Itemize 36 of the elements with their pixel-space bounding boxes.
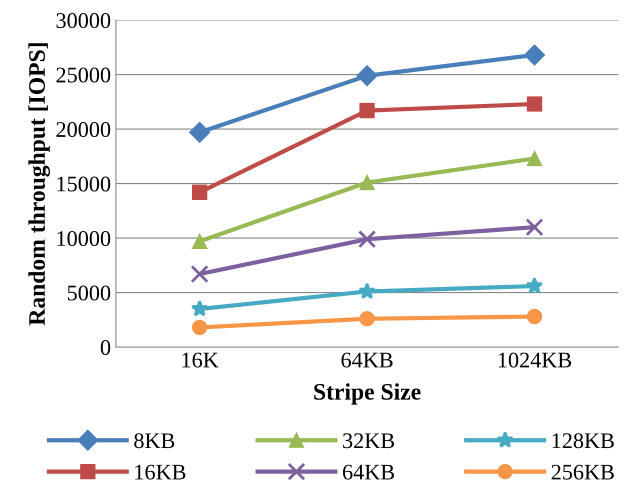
y-tick-label: 25000 [56, 68, 110, 83]
y-tick-label: 10000 [57, 231, 110, 246]
point [190, 300, 208, 316]
legend-label: 8KB [134, 433, 174, 448]
y-tick-label: 15000 [57, 176, 110, 192]
point [192, 184, 208, 200]
point [359, 174, 375, 190]
point [356, 65, 378, 86]
legend-label: 256KB [552, 464, 614, 480]
y-tick-label: 0 [100, 340, 110, 355]
point [358, 282, 376, 300]
x-tick-label: 1024KB [498, 352, 572, 368]
point [192, 320, 208, 336]
point [524, 44, 546, 66]
legend-label: 64KB [342, 464, 394, 480]
y-axis-title: Random throughput [IOPS] [28, 43, 50, 326]
point [526, 96, 542, 112]
point [526, 150, 542, 166]
x-axis-title: Stripe Size [314, 383, 421, 405]
point [359, 102, 375, 118]
x-tick-label: 64KB [341, 352, 393, 368]
point [525, 218, 544, 236]
y-tick-label: 30000 [56, 13, 110, 28]
y-tick-label: 20000 [56, 122, 110, 138]
point [359, 311, 375, 326]
y-tick-label: 5000 [68, 286, 110, 301]
x-tick-label: 16K [182, 352, 219, 368]
point [190, 265, 209, 284]
point [189, 122, 210, 143]
legend-label: 16KB [135, 464, 186, 480]
legend-label: 128KB [552, 433, 614, 448]
point [192, 234, 208, 249]
point [358, 230, 376, 248]
legend-label: 32KB [343, 433, 394, 448]
point [526, 277, 544, 294]
point [526, 308, 542, 324]
